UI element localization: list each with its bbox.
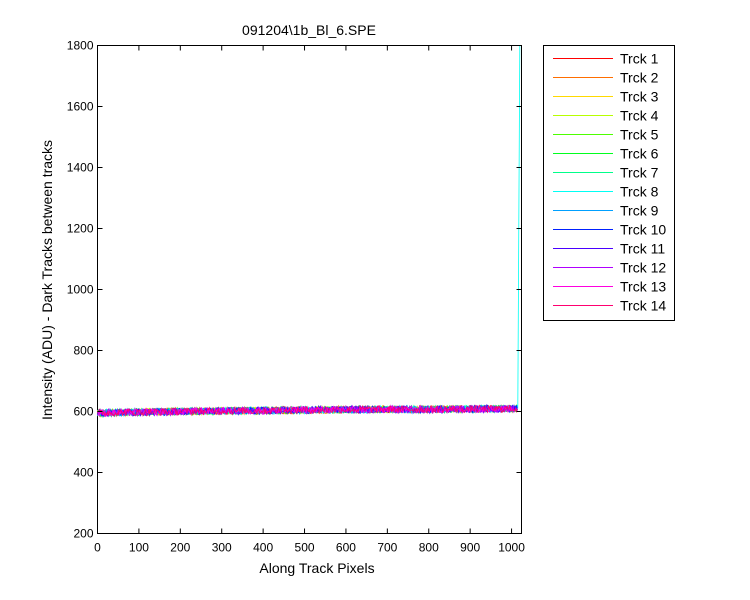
x-tick-label: 800 [419,541,439,555]
legend-label: Trck 7 [620,165,659,181]
legend-label: Trck 1 [620,51,659,67]
legend-label: Trck 2 [620,70,659,86]
legend-label: Trck 10 [620,222,666,238]
x-tick-label: 500 [295,541,315,555]
series-layer [97,45,521,418]
y-tick-label: 800 [73,344,93,358]
plot-area: 0 100 200 300 400 500 600 700 800 900 1000 200 400 60… [67,39,525,555]
y-tick-label: 1200 [67,222,94,236]
chart-title: 091204\1b_Bl_6.SPE [242,22,376,38]
series-line-14 [97,404,518,418]
legend-label: Trck 13 [620,279,666,295]
y-tick-label: 400 [73,466,93,480]
x-tick-label: 700 [377,541,397,555]
legend-entries: Trck 1 Trck 2 Trck 3 Trck 4 Trck 5 Trck 6 Trck… [553,51,666,314]
x-tick-label: 100 [129,541,149,555]
x-tick-label: 1000 [498,541,525,555]
x-tick-label: 400 [253,541,273,555]
legend-label: Trck 3 [620,89,659,105]
x-axis-label: Along Track Pixels [259,560,374,576]
legend-box [543,45,675,321]
y-tick-label: 1800 [67,39,94,53]
y-tick-label: 1600 [67,100,94,114]
y-tick-label: 600 [73,405,93,419]
legend-label: Trck 5 [620,127,659,143]
legend-label: Trck 14 [620,298,666,314]
legend-label: Trck 12 [620,260,666,276]
legend-label: Trck 4 [620,108,659,124]
y-axis-label: Intensity (ADU) - Dark Tracks between tr… [39,140,55,420]
x-tick-label: 600 [336,541,356,555]
legend-label: Trck 9 [620,203,659,219]
legend-label: Trck 11 [620,241,665,257]
y-tick-label: 1400 [67,161,94,175]
y-tick-label: 1000 [67,283,94,297]
y-tick-label: 200 [73,527,93,541]
legend-label: Trck 8 [620,184,659,200]
plot-frame [97,45,522,534]
x-tick-label: 200 [170,541,190,555]
legend: Trck 1 Trck 2 Trck 3 Trck 4 Trck 5 Trck 6 Trck… [543,45,675,321]
tick-layer: 0 100 200 300 400 500 600 700 800 900 1000 200 400 60… [67,39,525,555]
x-tick-label: 900 [460,541,480,555]
legend-label: Trck 6 [620,146,659,162]
x-tick-label: 0 [94,541,101,555]
x-tick-label: 300 [212,541,232,555]
